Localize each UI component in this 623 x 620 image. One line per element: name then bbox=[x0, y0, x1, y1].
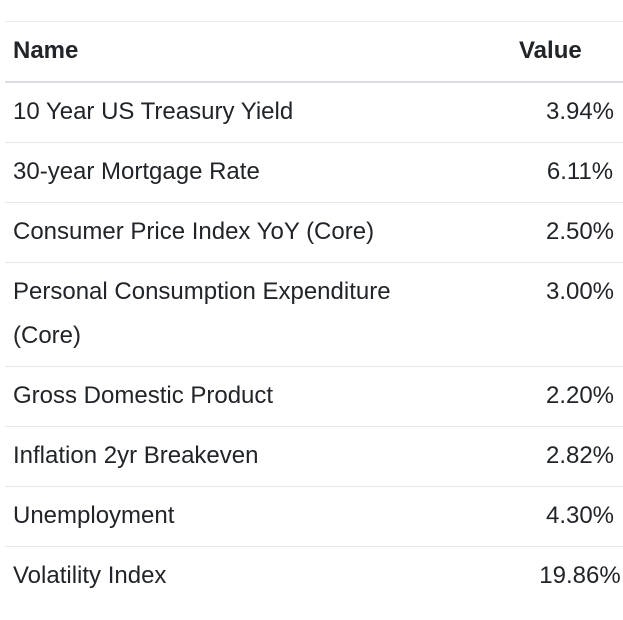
indicator-name: Unemployment bbox=[13, 502, 175, 529]
table-row: Volatility Index 19.86% bbox=[5, 546, 623, 606]
column-header-value: Value bbox=[511, 21, 623, 83]
indicator-name: Consumer Price Index YoY (Core) bbox=[13, 218, 375, 245]
indicator-value: 2.50% bbox=[511, 202, 623, 263]
table-header-row: Name Value bbox=[5, 21, 623, 83]
table-row: Gross Domestic Product 2.20% bbox=[5, 366, 623, 427]
table-row: Consumer Price Index YoY (Core) 2.50% bbox=[5, 202, 623, 263]
economic-indicators-table: Name Value 10 Year US Treasury Yield 3.9… bbox=[5, 21, 623, 606]
table-body: 10 Year US Treasury Yield 3.94% 30-year … bbox=[5, 81, 623, 606]
indicator-name: 10 Year US Treasury Yield bbox=[13, 98, 294, 125]
table-row: Personal Consumption Expenditure (Core) … bbox=[5, 262, 623, 367]
indicator-value: 3.00% bbox=[511, 262, 623, 367]
indicator-name-cell: Gross Domestic Product bbox=[5, 366, 511, 427]
indicator-name-cell: Unemployment bbox=[5, 486, 511, 547]
table-header: Name Value bbox=[5, 21, 623, 83]
indicator-name: Inflation 2yr Breakeven bbox=[13, 442, 259, 469]
indicator-name-cell: Volatility Index bbox=[5, 546, 511, 606]
table-row: 30-year Mortgage Rate 6.11% bbox=[5, 142, 623, 203]
indicator-value: 19.86% bbox=[511, 546, 623, 606]
indicator-name: Gross Domestic Product bbox=[13, 382, 274, 409]
indicator-name-cell: 10 Year US Treasury Yield bbox=[5, 81, 511, 143]
indicator-value: 4.30% bbox=[511, 486, 623, 547]
table-row: Inflation 2yr Breakeven 2.82% bbox=[5, 426, 623, 487]
column-header-name: Name bbox=[5, 21, 511, 83]
table-row: Unemployment 4.30% bbox=[5, 486, 623, 547]
indicator-name: Personal Consumption Expenditure (Core) bbox=[13, 278, 391, 349]
indicator-value: 3.94% bbox=[511, 81, 623, 143]
indicator-name-cell: Consumer Price Index YoY (Core) bbox=[5, 202, 511, 263]
table-row: 10 Year US Treasury Yield 3.94% bbox=[5, 81, 623, 143]
indicator-value: 6.11% bbox=[511, 142, 623, 203]
indicator-name: Volatility Index bbox=[13, 562, 167, 589]
indicator-name-cell: 30-year Mortgage Rate bbox=[5, 142, 511, 203]
indicator-name-cell: Personal Consumption Expenditure (Core) bbox=[5, 262, 511, 367]
indicator-value: 2.20% bbox=[511, 366, 623, 427]
indicator-value: 2.82% bbox=[511, 426, 623, 487]
page: Name Value 10 Year US Treasury Yield 3.9… bbox=[5, 21, 623, 606]
indicator-name-cell: Inflation 2yr Breakeven bbox=[5, 426, 511, 487]
indicator-name: 30-year Mortgage Rate bbox=[13, 158, 260, 185]
